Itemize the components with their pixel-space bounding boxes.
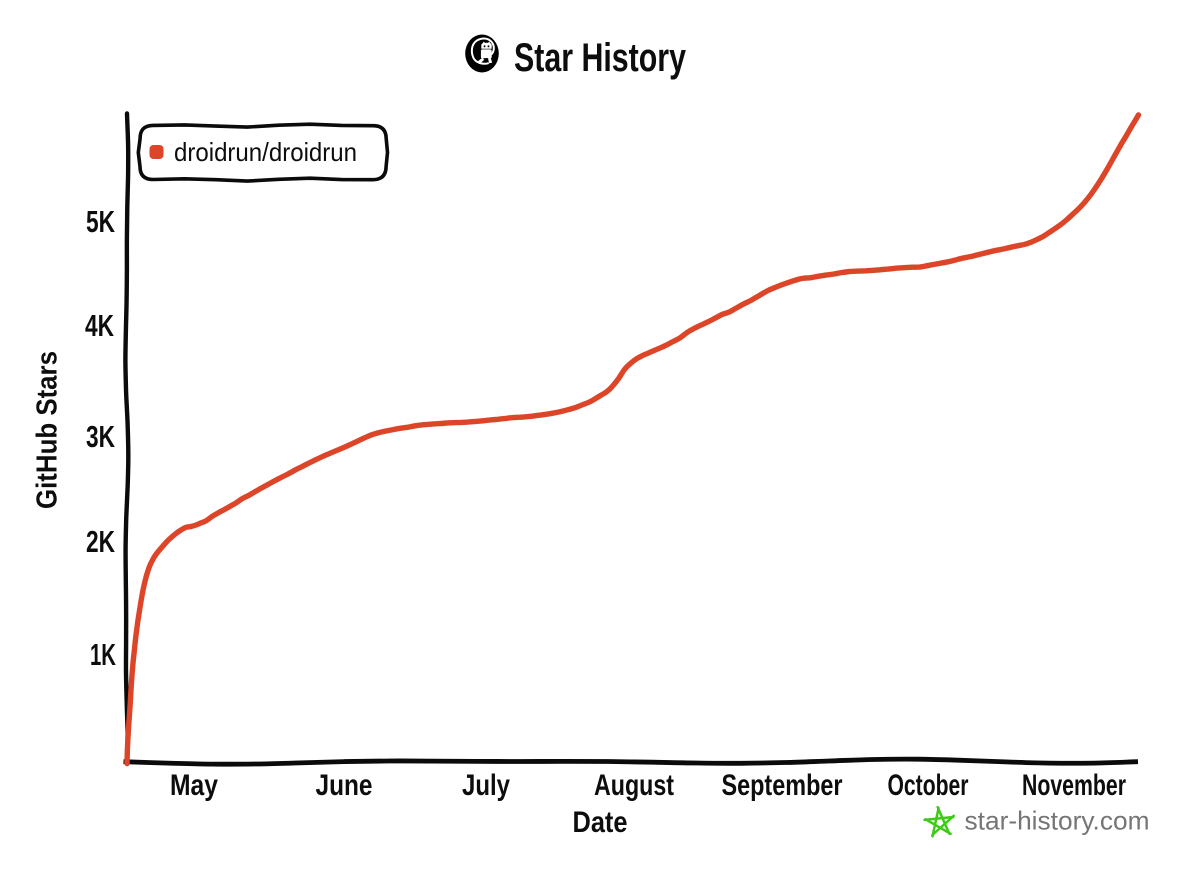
svg-text:1K: 1K — [90, 637, 116, 672]
svg-text:droidrun/droidrun: droidrun/droidrun — [174, 137, 357, 167]
svg-text:Star History: Star History — [514, 36, 687, 80]
svg-text:2K: 2K — [86, 524, 115, 559]
svg-text:3K: 3K — [86, 419, 115, 454]
svg-text:star-history.com: star-history.com — [965, 806, 1150, 836]
svg-text:October: October — [888, 769, 969, 802]
svg-text:August: August — [594, 769, 674, 802]
svg-text:4K: 4K — [85, 308, 114, 343]
svg-text:GitHub Stars: GitHub Stars — [32, 351, 64, 509]
svg-text:July: July — [462, 769, 510, 802]
svg-text:June: June — [316, 769, 373, 802]
svg-text:September: September — [722, 769, 843, 802]
svg-text:May: May — [170, 769, 218, 802]
svg-text:Date: Date — [573, 806, 628, 839]
svg-text:November: November — [1022, 769, 1126, 802]
svg-text:5K: 5K — [86, 204, 115, 239]
